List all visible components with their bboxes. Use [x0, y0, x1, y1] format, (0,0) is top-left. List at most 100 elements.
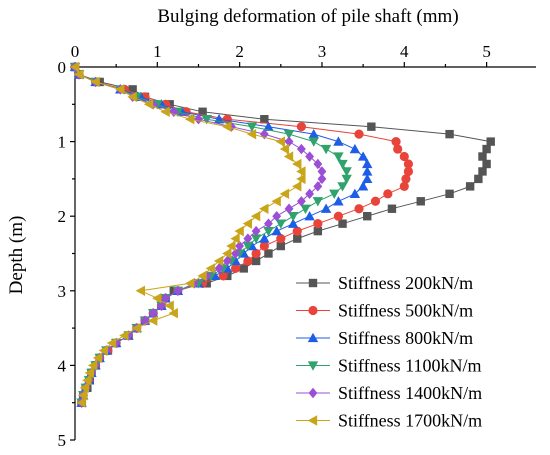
- data-point: [283, 129, 295, 140]
- data-point: [185, 278, 195, 289]
- data-point: [263, 226, 274, 237]
- data-point: [243, 256, 253, 266]
- data-point: [357, 181, 369, 191]
- data-point: [284, 203, 294, 214]
- x-tick-label: 5: [482, 42, 491, 61]
- data-point: [275, 136, 285, 147]
- data-point: [362, 158, 373, 169]
- data-point: [313, 226, 323, 236]
- data-point: [362, 166, 373, 176]
- data-point: [362, 173, 373, 184]
- data-point: [260, 115, 269, 124]
- data-point: [143, 99, 154, 110]
- data-point: [152, 293, 162, 304]
- data-point: [337, 182, 348, 192]
- data-point: [333, 211, 344, 221]
- data-point: [251, 256, 261, 266]
- data-point: [279, 188, 290, 200]
- data-point: [251, 225, 261, 237]
- data-point: [242, 241, 254, 252]
- data-point: [251, 248, 261, 259]
- series-line: [74, 66, 323, 403]
- data-point: [259, 128, 269, 140]
- data-point: [198, 107, 207, 116]
- data-point: [370, 196, 381, 206]
- data-point: [354, 204, 364, 214]
- data-point: [333, 152, 344, 162]
- data-point: [272, 211, 282, 222]
- data-point: [169, 106, 179, 117]
- data-point: [305, 151, 315, 162]
- data-point: [393, 144, 403, 154]
- x-tick-label: 3: [318, 42, 327, 61]
- legend-marker: [308, 387, 318, 399]
- data-point: [478, 167, 487, 176]
- data-point: [164, 300, 174, 311]
- data-point: [403, 166, 414, 177]
- data-point: [246, 128, 257, 140]
- data-point: [69, 61, 80, 73]
- data-point: [76, 397, 86, 408]
- data-point: [214, 263, 224, 274]
- data-point: [276, 233, 286, 244]
- data-point: [357, 151, 369, 161]
- data-point: [222, 114, 232, 124]
- data-point: [250, 211, 261, 222]
- legend-label: Stiffness 1100kN/m: [338, 356, 482, 376]
- series-6: [69, 61, 306, 408]
- data-point: [313, 219, 323, 229]
- data-point: [313, 181, 323, 192]
- y-tick-label: 4: [58, 356, 67, 375]
- data-point: [230, 263, 241, 274]
- data-point: [363, 212, 372, 221]
- data-point: [276, 241, 286, 251]
- data-point: [242, 218, 253, 229]
- legend-item: Stiffness 1400kN/m: [296, 383, 482, 403]
- x-tick-label: 4: [400, 42, 409, 61]
- data-point: [341, 174, 352, 185]
- data-point: [401, 174, 411, 184]
- legend-label: Stiffness 1400kN/m: [338, 383, 482, 403]
- data-point: [73, 69, 84, 80]
- data-point: [287, 218, 299, 228]
- data-point: [465, 182, 475, 191]
- data-point: [230, 233, 240, 244]
- data-point: [317, 166, 327, 177]
- x-tick-label: 2: [235, 42, 244, 61]
- data-point: [354, 129, 364, 139]
- y-axis-title: Depth (m): [6, 216, 27, 295]
- legend-marker: [308, 278, 318, 288]
- data-point: [131, 322, 141, 334]
- data-point: [308, 137, 319, 147]
- data-point: [79, 382, 90, 393]
- data-point: [296, 143, 306, 155]
- data-point: [168, 307, 178, 319]
- data-point: [205, 263, 215, 274]
- data-point: [333, 136, 344, 146]
- data-point: [160, 106, 170, 117]
- data-point: [106, 337, 117, 349]
- data-point: [161, 293, 170, 304]
- data-point: [482, 159, 491, 169]
- data-point: [222, 255, 232, 267]
- data-point: [312, 197, 324, 207]
- data-point: [201, 115, 212, 125]
- x-axis-title: Bulging deformation of pile shaft (mm): [157, 6, 458, 27]
- data-point: [84, 367, 94, 379]
- x-tick-label: 1: [153, 42, 162, 61]
- data-point: [329, 189, 340, 200]
- data-point: [259, 203, 269, 214]
- data-point: [119, 330, 129, 341]
- data-point: [115, 84, 125, 95]
- data-point: [300, 204, 311, 214]
- data-point: [349, 143, 361, 154]
- y-tick-label: 0: [58, 58, 67, 77]
- data-point: [157, 300, 166, 311]
- data-point: [259, 241, 269, 251]
- data-point: [486, 137, 495, 146]
- data-point: [234, 225, 244, 237]
- data-point: [194, 114, 203, 125]
- data-point: [308, 128, 319, 139]
- data-point: [292, 226, 302, 236]
- data-point: [292, 158, 302, 170]
